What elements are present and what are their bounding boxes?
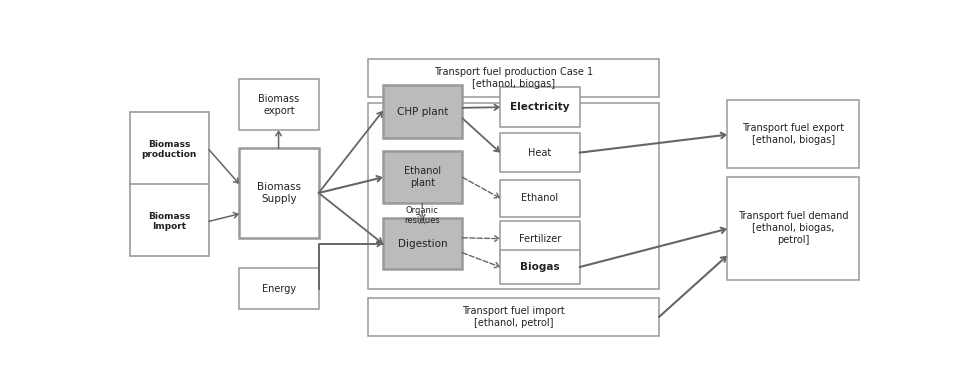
FancyBboxPatch shape xyxy=(368,59,659,97)
FancyBboxPatch shape xyxy=(727,177,860,280)
FancyBboxPatch shape xyxy=(383,151,463,203)
Text: Ethanol
plant: Ethanol plant xyxy=(404,166,441,188)
Text: Electricity: Electricity xyxy=(510,102,570,112)
FancyBboxPatch shape xyxy=(130,112,209,256)
Text: CHP plant: CHP plant xyxy=(397,107,448,116)
FancyBboxPatch shape xyxy=(501,250,580,284)
Text: Fertilizer: Fertilizer xyxy=(519,234,561,244)
FancyBboxPatch shape xyxy=(383,218,463,269)
Text: Transport fuel demand
[ethanol, biogas,
petrol]: Transport fuel demand [ethanol, biogas, … xyxy=(738,211,848,245)
Text: Heat: Heat xyxy=(528,147,551,158)
Text: Biomass
production: Biomass production xyxy=(142,140,197,159)
FancyBboxPatch shape xyxy=(501,180,580,217)
FancyBboxPatch shape xyxy=(368,103,659,289)
Text: Digestion: Digestion xyxy=(398,239,447,249)
FancyBboxPatch shape xyxy=(501,133,580,172)
FancyBboxPatch shape xyxy=(383,85,463,138)
FancyBboxPatch shape xyxy=(368,298,659,336)
Text: Biomass
export: Biomass export xyxy=(259,94,300,116)
Text: Transport fuel export
[ethanol, biogas]: Transport fuel export [ethanol, biogas] xyxy=(742,123,844,145)
Text: Ethanol: Ethanol xyxy=(521,193,558,203)
FancyBboxPatch shape xyxy=(239,268,318,310)
Text: Biomass
Import: Biomass Import xyxy=(148,211,190,231)
Text: Transport fuel production Case 1
[ethanol, biogas]: Transport fuel production Case 1 [ethano… xyxy=(434,67,593,89)
Text: Transport fuel import
[ethanol, petrol]: Transport fuel import [ethanol, petrol] xyxy=(462,306,565,328)
Text: Organic
residues: Organic residues xyxy=(404,206,440,225)
Text: Biogas: Biogas xyxy=(520,262,559,272)
FancyBboxPatch shape xyxy=(501,87,580,127)
FancyBboxPatch shape xyxy=(239,80,318,130)
Text: Energy: Energy xyxy=(262,284,296,294)
Text: Biomass
Supply: Biomass Supply xyxy=(257,182,301,204)
FancyBboxPatch shape xyxy=(727,100,860,168)
FancyBboxPatch shape xyxy=(501,221,580,256)
FancyBboxPatch shape xyxy=(239,148,318,238)
